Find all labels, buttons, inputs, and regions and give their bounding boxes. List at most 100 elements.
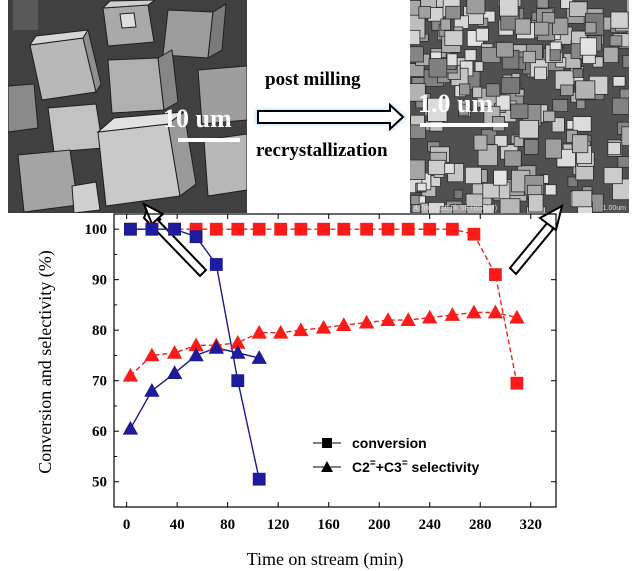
crystal-cube: [444, 30, 464, 47]
crystal-cube: [473, 134, 488, 151]
crystal-cube: [410, 29, 421, 45]
x-tick-label: 200: [368, 517, 391, 533]
sem-info-bar: 4.7mm x10.0k SE+BSE(U): [414, 205, 498, 212]
crystal-cube: [500, 77, 521, 95]
x-tick-label: 240: [418, 517, 441, 533]
marker-recrystallized-zeolite-conversion: [317, 222, 331, 236]
crystal-cube: [445, 5, 461, 20]
crystal-cube: [453, 189, 464, 200]
marker-recrystallized-zeolite-conversion: [445, 222, 459, 236]
marker-recrystallized-zeolite-selectivity: [273, 324, 289, 339]
process-label-milling: post milling: [265, 69, 361, 90]
legend: conversion C2=+C3= selectivity: [313, 435, 479, 475]
marker-milled-zeolite-conversion: [252, 472, 266, 486]
scale-bar-left: [178, 138, 240, 142]
x-tick-label: 120: [267, 517, 290, 533]
crystal-cube: [584, 21, 597, 34]
y-tick-label: 100: [85, 222, 108, 238]
crystal-cube: [522, 50, 536, 64]
crystal-cube: [603, 46, 619, 64]
sem-info-scale: 1.00um: [602, 205, 626, 212]
crystal-cube: [621, 126, 629, 147]
plot-border: [113, 213, 557, 508]
crystal-cube: [465, 166, 482, 185]
crystal-cube: [465, 206, 483, 213]
crystal-cube: [428, 58, 448, 78]
crystal-cube: [418, 6, 431, 19]
marker-milled-zeolite-conversion: [231, 374, 245, 388]
marker-recrystallized-zeolite-selectivity: [251, 324, 267, 339]
crystal-cube: [440, 18, 451, 31]
scale-bar-label-left: 10 um: [163, 104, 232, 133]
marker-milled-zeolite-selectivity: [208, 340, 224, 354]
x-tick-label: 160: [317, 517, 340, 533]
crystal-cube: [625, 0, 629, 15]
y-tick-label: 70: [92, 374, 107, 390]
crystal-cube: [572, 68, 584, 78]
marker-milled-zeolite-selectivity: [122, 420, 139, 435]
marker-recrystallized-zeolite-conversion: [381, 222, 395, 236]
crystal-cube: [622, 55, 629, 69]
sem-image-small-crystals: 1.0 um 4.7mm x10.0k SE+BSE(U) 1.00um: [410, 0, 629, 213]
legend-label-conversion: conversion: [352, 435, 427, 451]
crystal-cube: [416, 182, 427, 192]
process-label-recrystallization: recrystallization: [256, 140, 388, 161]
crystal-cube: [617, 156, 629, 168]
crystal-cube: [464, 49, 477, 61]
marker-milled-zeolite-selectivity: [188, 347, 204, 362]
crystal-cube: [446, 53, 458, 67]
marker-recrystallized-zeolite-conversion: [423, 222, 437, 236]
crystal-cube: [510, 103, 529, 119]
marker-milled-zeolite-selectivity: [230, 345, 246, 359]
legend-label-selectivity: C2=+C3= selectivity: [352, 458, 479, 475]
marker-recrystallized-zeolite-conversion: [231, 222, 245, 236]
scale-bar-label-right: 1.0 um: [418, 89, 494, 118]
marker-milled-zeolite-conversion: [168, 222, 182, 236]
crystal-cube: [544, 184, 557, 196]
y-tick-label: 90: [92, 273, 107, 289]
crystal-cube: [534, 21, 550, 36]
crystal-cube: [499, 198, 521, 213]
marker-recrystallized-zeolite-conversion: [252, 222, 266, 236]
crystal-cube: [609, 35, 623, 47]
marker-recrystallized-zeolite-selectivity: [166, 345, 183, 359]
crystal-cube: [439, 205, 454, 213]
crystal-cube: [410, 46, 424, 63]
x-tick-label: 0: [123, 517, 131, 533]
marker-milled-zeolite-selectivity: [166, 365, 183, 380]
series-layer: [122, 222, 525, 486]
crystal-cube: [459, 83, 471, 96]
ticks: [114, 214, 556, 507]
crystal-cube: [611, 97, 629, 115]
marker-milled-zeolite-selectivity: [251, 350, 267, 364]
crystal-cube: [496, 42, 514, 58]
crystal-cube: [534, 66, 548, 80]
marker-recrystallized-zeolite-selectivity: [466, 304, 482, 319]
marker-recrystallized-zeolite-selectivity: [380, 312, 396, 327]
crystal-cube: [544, 138, 562, 159]
crystal-cube: [575, 80, 596, 100]
x-tick-label: 320: [519, 517, 542, 533]
crystal-cube: [458, 103, 469, 116]
crystal-cube: [612, 76, 626, 87]
legend-square-marker: [322, 438, 332, 448]
marker-recrystallized-zeolite-selectivity: [444, 307, 461, 321]
crystal-cube: [514, 18, 531, 35]
marker-recrystallized-zeolite-selectivity: [400, 312, 416, 327]
crystal-cube: [579, 37, 597, 56]
marker-recrystallized-zeolite-conversion: [401, 222, 415, 236]
marker-recrystallized-zeolite-conversion: [467, 227, 481, 241]
marker-recrystallized-zeolite-conversion: [360, 222, 374, 236]
crystal-cube: [411, 204, 421, 213]
marker-recrystallized-zeolite-conversion: [337, 222, 351, 236]
crystal-cube: [466, 0, 486, 15]
pointer-arrow-right: [508, 204, 564, 276]
sem-image-large-crystals: 10 um: [8, 0, 247, 213]
marker-milled-zeolite-conversion: [209, 258, 223, 271]
crystal-cube: [576, 99, 586, 110]
marker-milled-zeolite-conversion: [124, 222, 137, 236]
crystal-cube: [472, 86, 483, 99]
y-axis-title: Conversion and selectivity (%): [35, 250, 56, 473]
